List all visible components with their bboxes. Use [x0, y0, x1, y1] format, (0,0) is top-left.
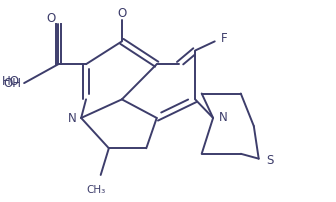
Text: N: N [68, 113, 77, 125]
Text: F: F [221, 32, 228, 45]
Text: O: O [117, 7, 126, 20]
Text: CH₃: CH₃ [86, 185, 106, 195]
Text: HO: HO [1, 75, 19, 88]
Text: S: S [267, 154, 274, 167]
Text: OH: OH [3, 77, 22, 89]
Text: O: O [47, 12, 56, 25]
Text: N: N [218, 112, 227, 124]
